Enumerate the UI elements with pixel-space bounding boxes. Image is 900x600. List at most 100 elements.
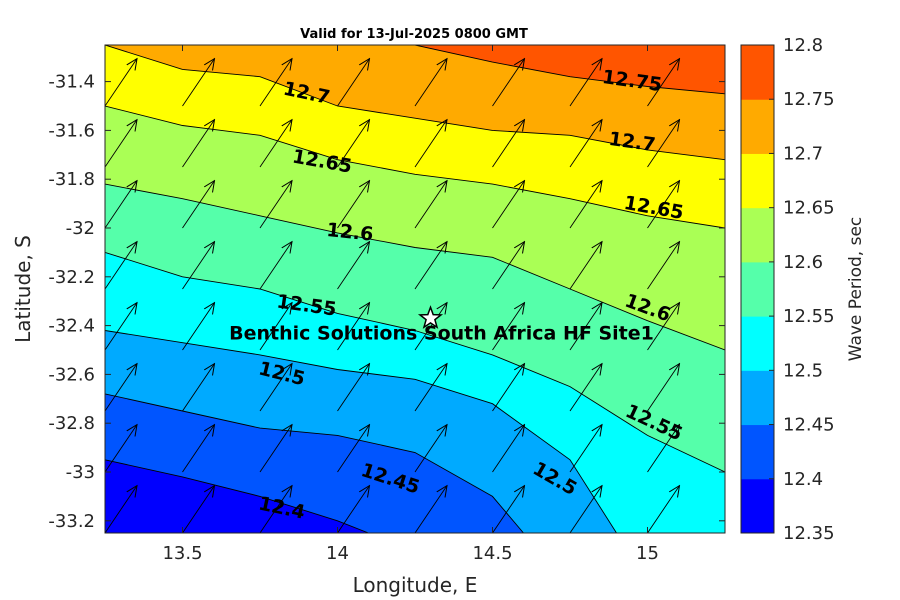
wave-arrow: [647, 181, 680, 229]
colorbar-tick-label: 12.6: [783, 252, 823, 273]
y-tick-label: -32.4: [48, 316, 95, 337]
plot-area: 12.412.4512.512.512.5512.5512.612.612.65…: [105, 0, 757, 533]
wave-arrow: [105, 303, 137, 351]
y-axis-label: Latitude, S: [11, 235, 35, 343]
wave-arrow: [259, 425, 292, 473]
wave-arrow: [569, 120, 602, 168]
wave-arrow: [647, 45, 649, 46]
wave-arrow: [105, 181, 137, 229]
y-axis: -31.4 -31.6 -31.8 -32 -32.2 -32.4 -32.6 -32.8 -3…: [48, 72, 725, 532]
wave-arrow: [569, 242, 602, 290]
wave-arrow: [182, 486, 215, 533]
wave-arrow: [492, 59, 525, 107]
contour-lines: [105, 45, 725, 533]
chart-title: Valid for 13-Jul-2025 0800 GMT: [300, 27, 528, 42]
wave-arrow: [259, 364, 292, 412]
wave-arrow: [105, 45, 106, 46]
colorbar-tick-label: 12.35: [783, 523, 835, 544]
wave-arrow: [492, 425, 525, 473]
wave-arrow: [492, 364, 525, 412]
wave-arrow: [492, 303, 525, 351]
wave-arrow: [725, 0, 757, 45]
wave-arrow: [337, 120, 370, 168]
wave-arrow: [105, 486, 137, 533]
wave-arrow: [337, 303, 370, 351]
wave-arrow: [105, 59, 137, 107]
colorbar-frame: [740, 44, 775, 534]
wave-arrow: [647, 486, 680, 533]
wave-arrow: [569, 364, 602, 412]
wave-arrow: [259, 120, 292, 168]
wave-arrow: [414, 364, 447, 412]
wave-arrow: [569, 303, 602, 351]
colorbar-cell: [741, 207, 774, 263]
wave-arrow: [182, 59, 215, 107]
contour-line-12.7: [105, 45, 725, 161]
y-tick-label: -31.8: [48, 169, 95, 190]
wave-arrow: [414, 120, 447, 168]
wave-arrow: [259, 181, 292, 229]
wave-arrow: [337, 181, 370, 229]
x-axis: 13.5 14 14.5 15: [162, 45, 659, 564]
x-tick-label: 14.5: [472, 543, 512, 564]
wave-arrow: [337, 486, 370, 533]
contour-line-12.4: [105, 459, 369, 533]
wave-arrow: [105, 242, 137, 290]
contour-line-12.55: [105, 251, 725, 473]
colorbar-tick-label: 12.75: [783, 89, 835, 110]
wave-arrow: [647, 242, 680, 290]
wave-arrow: [647, 59, 680, 107]
y-tick-label: -33: [66, 462, 95, 483]
colorbar: 12.35 12.4 12.45 12.5 12.55 12.6 12.65 12.7 12.7…: [740, 35, 835, 544]
wave-arrow: [182, 120, 215, 168]
wave-arrow: [647, 364, 680, 412]
wave-arrow: [182, 242, 215, 290]
site-label: Benthic Solutions South Africa HF Site1: [229, 322, 654, 344]
colorbar-tick-label: 12.55: [783, 306, 835, 327]
colorbar-cell: [741, 478, 774, 534]
colorbar-cell: [741, 370, 774, 426]
colorbar-tick-label: 12.5: [783, 360, 823, 381]
wave-arrow: [105, 425, 137, 473]
y-tick-label: -32.6: [48, 364, 95, 385]
wave-arrow: [414, 242, 447, 290]
colorbar-label: Wave Period, sec: [846, 217, 866, 362]
wave-arrow: [492, 242, 525, 290]
x-tick-label: 13.5: [162, 543, 202, 564]
y-tick-label: -31.6: [48, 120, 95, 141]
site-marker-group: Benthic Solutions South Africa HF Site1: [229, 305, 654, 344]
colorbar-tick-label: 12.7: [783, 143, 823, 164]
colorbar-tick-label: 12.65: [783, 198, 835, 219]
wave-arrow: [414, 486, 447, 533]
wave-arrow: [182, 45, 184, 46]
colorbar-cell: [741, 45, 774, 100]
band-below-12.4: [105, 459, 369, 533]
wave-arrow: [337, 425, 370, 473]
site-star-icon: [417, 305, 444, 329]
wave-arrow: [492, 486, 525, 533]
wave-arrow: [182, 364, 215, 412]
wave-arrow: [182, 181, 215, 229]
wave-arrow: [569, 181, 602, 229]
y-tick-label: -31.4: [48, 72, 95, 93]
wave-arrow: [414, 425, 447, 473]
wave-arrow: [182, 303, 215, 351]
wave-arrow: [259, 59, 292, 107]
wave-arrow: [569, 486, 602, 533]
wave-arrow: [569, 425, 602, 473]
wave-arrow: [647, 425, 680, 473]
wave-arrow: [105, 120, 137, 168]
y-tick-label: -33.2: [48, 511, 95, 532]
contour-line-12.6: [105, 183, 725, 351]
x-axis-label: Longitude, E: [353, 573, 478, 597]
wave-arrow: [259, 486, 292, 533]
wave-arrow: [414, 59, 447, 107]
colorbar-tick-label: 12.4: [783, 469, 823, 490]
wave-arrow: [259, 303, 292, 351]
wave-arrow: [492, 120, 525, 168]
wave-arrow: [259, 242, 292, 290]
wave-arrow: [647, 303, 680, 351]
x-tick-label: 15: [636, 543, 659, 564]
x-tick-label: 14: [326, 543, 349, 564]
